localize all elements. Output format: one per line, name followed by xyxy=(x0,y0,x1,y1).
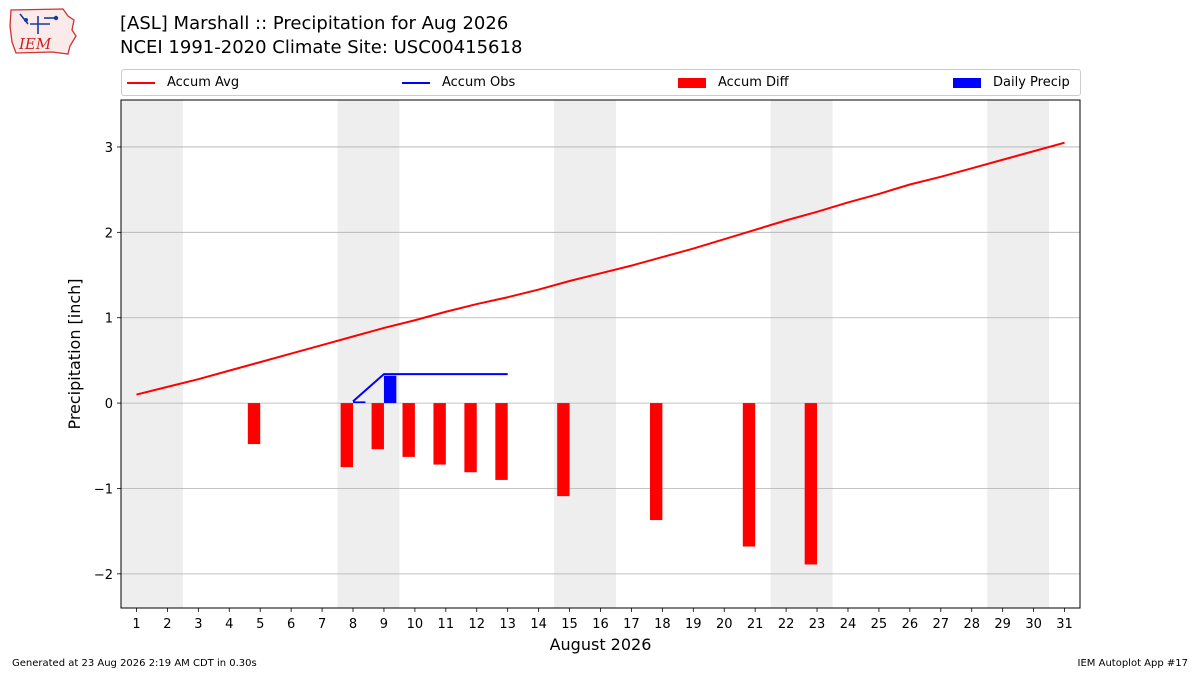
x-tick-label: 21 xyxy=(747,617,764,632)
x-tick-label: 26 xyxy=(902,617,919,632)
accum-diff-swatch xyxy=(678,77,706,88)
x-tick-label: 27 xyxy=(933,617,950,632)
x-tick-label: 24 xyxy=(840,617,857,632)
legend-item-accum-diff: Accum Diff xyxy=(678,70,789,95)
x-tick-label: 12 xyxy=(468,617,485,632)
x-tick-label: 1 xyxy=(132,617,140,632)
y-tick-label: 1 xyxy=(105,312,113,327)
x-tick-label: 18 xyxy=(654,617,671,632)
y-tick-label: 3 xyxy=(105,141,113,156)
x-tick-label: 3 xyxy=(194,617,202,632)
weekend-band xyxy=(337,100,400,608)
x-tick-label: 23 xyxy=(809,617,826,632)
x-tick-label: 17 xyxy=(623,617,640,632)
accum-diff-bar xyxy=(557,403,570,497)
x-tick-label: 19 xyxy=(685,617,702,632)
x-tick-label: 6 xyxy=(287,617,295,632)
x-tick-label: 16 xyxy=(592,617,609,632)
x-tick-label: 2 xyxy=(163,617,171,632)
accum-avg-swatch xyxy=(127,81,155,84)
x-tick-label: 28 xyxy=(963,617,980,632)
accum-diff-bar xyxy=(371,403,384,450)
accum-avg-line xyxy=(136,141,1065,396)
legend: Accum Avg Accum Obs Accum Diff Daily Pre… xyxy=(121,69,1081,96)
x-tick-label: 8 xyxy=(349,617,357,632)
y-axis-label: Precipitation [inch] xyxy=(65,278,84,429)
y-tick-label: −2 xyxy=(94,568,113,583)
daily-precip-bar xyxy=(383,375,397,404)
legend-item-daily-precip: Daily Precip xyxy=(953,70,1070,95)
x-tick-label: 11 xyxy=(438,617,455,632)
accum-diff-bar xyxy=(649,403,663,521)
accum-diff-bar xyxy=(495,403,508,480)
x-tick-label: 22 xyxy=(778,617,795,632)
chart-subtitle: NCEI 1991-2020 Climate Site: USC00415618 xyxy=(120,37,523,58)
weekend-band xyxy=(121,100,183,608)
x-tick-label: 20 xyxy=(716,617,733,632)
iem-logo: IEM xyxy=(9,8,77,55)
x-tick-label: 7 xyxy=(318,617,326,632)
weekend-band xyxy=(987,100,1050,608)
y-tick-label: −1 xyxy=(94,482,113,497)
legend-item-accum-obs: Accum Obs xyxy=(402,70,515,95)
y-tick-label: 2 xyxy=(105,226,113,241)
x-tick-label: 30 xyxy=(1025,617,1042,632)
logo-text: IEM xyxy=(18,35,52,53)
app-credit: IEM Autoplot App #17 xyxy=(1077,658,1188,669)
weekend-band xyxy=(554,100,616,608)
x-tick-label: 29 xyxy=(994,617,1011,632)
x-tick-label: 4 xyxy=(225,617,233,632)
legend-label: Daily Precip xyxy=(993,75,1070,90)
legend-label: Accum Obs xyxy=(442,75,516,90)
x-tick-label: 31 xyxy=(1056,617,1073,632)
daily-precip-bar xyxy=(353,401,366,404)
x-axis-label: August 2026 xyxy=(550,635,652,654)
x-tick-label: 10 xyxy=(407,617,424,632)
generated-timestamp: Generated at 23 Aug 2026 2:19 AM CDT in … xyxy=(12,658,257,669)
accum-obs-line xyxy=(352,373,508,403)
legend-label: Accum Diff xyxy=(718,75,789,90)
x-tick-label: 15 xyxy=(561,617,578,632)
legend-item-accum-avg: Accum Avg xyxy=(127,70,239,95)
accum-diff-bar xyxy=(464,403,477,473)
accum-diff-bar xyxy=(804,403,818,565)
x-tick-label: 14 xyxy=(530,617,547,632)
chart-title: [ASL] Marshall :: Precipitation for Aug … xyxy=(120,13,509,34)
accum-diff-bar xyxy=(433,403,446,465)
daily-precip-swatch xyxy=(953,77,981,88)
legend-label: Accum Avg xyxy=(167,75,240,90)
weekend-band xyxy=(770,100,833,608)
accum-diff-bar xyxy=(742,403,756,547)
accum-diff-bar xyxy=(247,403,261,445)
accum-diff-bar xyxy=(402,403,415,457)
x-tick-label: 5 xyxy=(256,617,264,632)
accum-obs-swatch xyxy=(402,81,430,84)
x-tick-label: 9 xyxy=(380,617,388,632)
accum-diff-bar xyxy=(340,403,354,468)
y-tick-label: 0 xyxy=(105,397,113,412)
x-tick-label: 25 xyxy=(871,617,888,632)
x-tick-label: 13 xyxy=(499,617,516,632)
